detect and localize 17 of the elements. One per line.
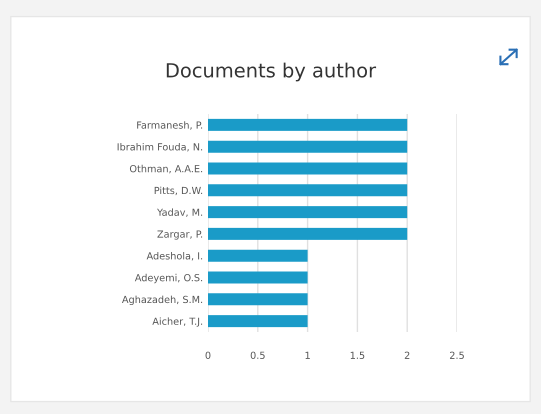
x-tick-label: 0 bbox=[206, 352, 210, 359]
y-tick-label: Aicher, T.J. bbox=[152, 317, 202, 327]
x-tick-label: 2 bbox=[404, 352, 410, 359]
y-tick-label: Aghazadeh, S.M. bbox=[122, 296, 202, 306]
y-tick-label: Adeyemi, O.S. bbox=[134, 274, 202, 284]
y-tick-label: Pitts, D.W. bbox=[154, 186, 202, 196]
y-tick-label: Ibrahim Fouda, N. bbox=[118, 143, 202, 152]
x-tick-label: 0.5 bbox=[250, 352, 265, 359]
y-tick-label: Farmanesh, P. bbox=[137, 121, 202, 130]
x-tick-label: 1.5 bbox=[350, 352, 364, 359]
x-tick-label: 2.5 bbox=[450, 352, 464, 359]
y-tick-label: Adeshola, I. bbox=[146, 252, 202, 261]
x-tick-label: 1 bbox=[306, 352, 310, 359]
y-tick-label: Zargar, P. bbox=[157, 230, 202, 240]
y-tick-label: Othman, A.A.E. bbox=[130, 164, 202, 174]
y-tick-label: Yadav, M. bbox=[157, 208, 202, 217]
chart-title: Documents by author bbox=[166, 62, 376, 82]
